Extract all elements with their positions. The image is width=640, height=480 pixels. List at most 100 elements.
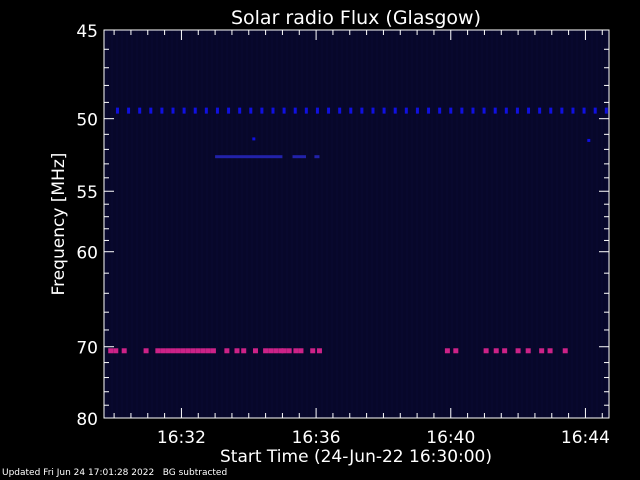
emission-point xyxy=(571,107,575,114)
emission-point xyxy=(185,348,191,354)
emission-point xyxy=(190,348,196,354)
x-tick-label: 16:40 xyxy=(426,428,475,448)
emission-point xyxy=(155,348,161,354)
emission-point xyxy=(193,107,197,114)
emission-point xyxy=(205,348,211,354)
emission-point xyxy=(549,107,553,114)
emission-point xyxy=(263,348,269,354)
x-axis-label: Start Time (24-Jun-22 16:30:00) xyxy=(220,447,492,467)
emission-point xyxy=(604,107,608,114)
emission-point xyxy=(215,107,219,114)
emission-point xyxy=(315,107,319,114)
emission-point xyxy=(310,348,316,354)
emission-point xyxy=(483,348,489,354)
emission-point xyxy=(282,107,286,114)
emission-point xyxy=(493,107,497,114)
emission-point xyxy=(253,348,258,354)
emission-point xyxy=(234,348,240,354)
emission-point xyxy=(138,107,142,114)
emission-point xyxy=(502,348,508,354)
emission-point xyxy=(460,107,464,114)
emission-point xyxy=(143,348,149,354)
emission-point xyxy=(482,107,486,114)
emission-point xyxy=(210,348,216,354)
emission-point xyxy=(127,107,131,114)
plot-frame xyxy=(103,29,610,419)
emission-point xyxy=(304,107,308,114)
emission-point xyxy=(171,107,175,114)
y-tick-label: 80 xyxy=(76,410,98,430)
emission-point xyxy=(115,107,119,114)
data-marks xyxy=(108,107,608,354)
emission-point xyxy=(562,348,568,354)
y-tick-label: 50 xyxy=(76,111,98,131)
emission-point xyxy=(349,107,353,114)
y-tick-label: 55 xyxy=(76,183,98,203)
emission-point xyxy=(298,348,304,354)
emission-point xyxy=(113,348,119,354)
emission-point xyxy=(525,348,531,354)
y-tick-label: 60 xyxy=(76,244,98,264)
emission-point xyxy=(493,348,499,354)
emission-point xyxy=(371,107,375,114)
emission-point xyxy=(273,348,279,354)
emission-point xyxy=(449,107,453,114)
emission-point xyxy=(404,107,408,114)
y-tick-label: 45 xyxy=(76,22,98,42)
emission-point xyxy=(271,107,275,114)
emission-point xyxy=(249,107,253,114)
emission-point xyxy=(286,348,292,354)
emission-point xyxy=(182,107,186,114)
emission-point xyxy=(293,348,299,354)
emission-point xyxy=(160,348,166,354)
emission-point xyxy=(175,348,181,354)
x-tick-label: 16:44 xyxy=(561,428,610,448)
emission-point xyxy=(108,348,114,354)
y-axis-label: Frequency [MHz] xyxy=(49,153,69,296)
emission-point xyxy=(281,348,287,354)
emission-point xyxy=(547,348,553,354)
emission-point xyxy=(241,348,247,354)
emission-point xyxy=(252,137,256,141)
emission-point xyxy=(260,107,264,114)
emission-segment xyxy=(215,155,283,159)
emission-point xyxy=(593,107,597,114)
emission-point xyxy=(238,107,242,114)
emission-point xyxy=(415,107,419,114)
emission-point xyxy=(200,348,206,354)
emission-point xyxy=(149,107,153,114)
emission-point xyxy=(427,107,431,114)
emission-point xyxy=(504,107,508,114)
emission-point xyxy=(515,348,521,354)
emission-point xyxy=(360,107,364,114)
emission-point xyxy=(444,348,450,354)
emission-point xyxy=(382,107,386,114)
emission-point xyxy=(204,107,208,114)
emission-point xyxy=(453,348,459,354)
emission-point xyxy=(293,107,297,114)
emission-point xyxy=(515,107,519,114)
update-footer: Updated Fri Jun 24 17:01:28 2022 BG subt… xyxy=(2,468,228,478)
emission-point xyxy=(121,348,127,354)
emission-point xyxy=(165,348,171,354)
emission-point xyxy=(338,107,342,114)
emission-point xyxy=(393,107,397,114)
emission-segment xyxy=(314,155,320,159)
emission-point xyxy=(560,107,564,114)
emission-point xyxy=(224,348,230,354)
emission-point xyxy=(170,348,176,354)
emission-point xyxy=(278,348,284,354)
emission-point xyxy=(227,107,231,114)
emission-segment xyxy=(292,155,306,159)
emission-point xyxy=(316,348,322,354)
chart-title: Solar radio Flux (Glasgow) xyxy=(231,7,481,29)
emission-point xyxy=(539,348,545,354)
axes: 45 50 55 60 70 80 16:32 16:36 16:40 16:44 xyxy=(76,22,610,448)
x-tick-label: 16:36 xyxy=(292,428,341,448)
emission-point xyxy=(538,107,542,114)
emission-point xyxy=(587,138,591,142)
emission-point xyxy=(195,348,201,354)
emission-point xyxy=(527,107,531,114)
emission-point xyxy=(180,348,186,354)
emission-point xyxy=(582,107,586,114)
